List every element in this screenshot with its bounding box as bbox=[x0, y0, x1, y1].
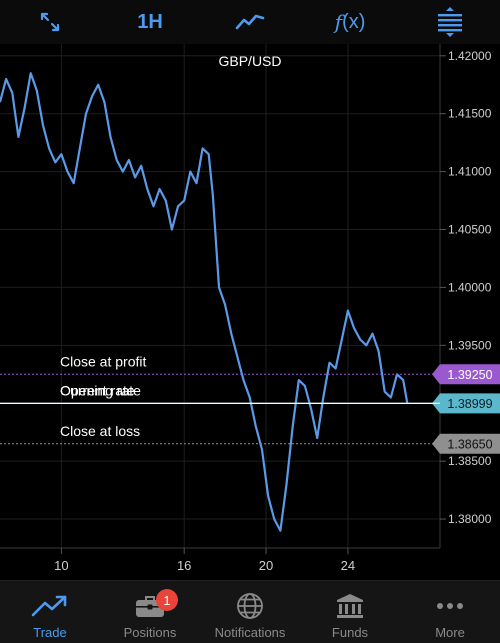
order-book-button[interactable] bbox=[420, 2, 480, 42]
y-tick-label: 1.40500 bbox=[448, 223, 492, 237]
function-glyph: f bbox=[334, 10, 343, 34]
close-at-profit-price-value: 1.39250 bbox=[447, 368, 492, 382]
opening-rate-label: Opening rate bbox=[60, 382, 141, 398]
opening-rate-price-value: 1.38999 bbox=[447, 397, 492, 411]
close-at-loss-label: Close at loss bbox=[60, 423, 140, 439]
bottom-tab-bar: Trade 1 Positions Notifications bbox=[0, 580, 500, 643]
opening-rate-price-tag: 1.38999 bbox=[432, 393, 500, 414]
close-at-loss-price-value: 1.38650 bbox=[447, 437, 492, 451]
close-at-profit-price-tag: 1.39250 bbox=[432, 364, 500, 385]
x-tick-label: 10 bbox=[54, 558, 68, 573]
function-label: (x) bbox=[342, 10, 366, 33]
tab-notifications[interactable]: Notifications bbox=[200, 581, 300, 643]
trend-icon bbox=[31, 595, 67, 617]
x-tick-label: 16 bbox=[177, 558, 191, 573]
x-axis-ticks: 10 16 20 24 bbox=[54, 548, 355, 573]
expand-icon bbox=[40, 12, 60, 32]
tab-more[interactable]: More bbox=[400, 581, 500, 643]
tab-funds[interactable]: Funds bbox=[300, 581, 400, 643]
tab-more-label: More bbox=[435, 625, 465, 640]
level-lines: Close at profit 1.39250 Opening rate 1.3899… bbox=[0, 353, 500, 454]
current-rate-label: Current rate bbox=[60, 382, 135, 398]
x-tick-label: 24 bbox=[341, 558, 355, 573]
x-tick-label: 20 bbox=[259, 558, 273, 573]
tab-trade[interactable]: Trade bbox=[0, 581, 100, 643]
chart-toolbar: 1H f (x) bbox=[0, 0, 500, 44]
timeframe-button[interactable]: 1H bbox=[120, 2, 180, 42]
positions-badge: 1 bbox=[156, 589, 178, 611]
chart-title: GBP/USD bbox=[218, 53, 281, 69]
sort-lines-icon bbox=[438, 7, 462, 37]
tab-notifications-label: Notifications bbox=[214, 625, 286, 640]
expand-button[interactable] bbox=[20, 2, 80, 42]
y-tick-label: 1.40000 bbox=[448, 280, 492, 294]
y-tick-label: 1.41500 bbox=[448, 107, 492, 121]
chart-type-button[interactable] bbox=[220, 2, 280, 42]
line-chart-icon bbox=[235, 14, 265, 30]
tab-positions[interactable]: 1 Positions bbox=[100, 581, 200, 643]
globe-icon bbox=[237, 593, 263, 619]
y-tick-label: 1.42000 bbox=[448, 49, 492, 63]
y-tick-label: 1.38000 bbox=[448, 512, 492, 526]
tab-positions-label: Positions bbox=[123, 625, 177, 640]
y-tick-label: 1.41000 bbox=[448, 165, 492, 179]
tab-funds-label: Funds bbox=[331, 625, 369, 640]
y-axis-ticks: 1.42000 1.41500 1.41000 1.40500 1.40000 1.395… bbox=[440, 49, 492, 526]
tab-trade-label: Trade bbox=[33, 625, 67, 640]
timeframe-label: 1H bbox=[137, 10, 163, 33]
close-at-loss-price-tag: 1.38650 bbox=[432, 433, 500, 454]
chart-grid bbox=[0, 44, 440, 548]
close-at-profit-label: Close at profit bbox=[60, 353, 146, 369]
indicators-button[interactable]: f (x) bbox=[320, 2, 380, 42]
y-tick-label: 1.38500 bbox=[448, 454, 492, 468]
price-series-line bbox=[0, 72, 409, 532]
y-tick-label: 1.39500 bbox=[448, 338, 492, 352]
more-dots-icon bbox=[437, 603, 463, 609]
bank-icon bbox=[337, 594, 363, 618]
price-chart[interactable]: GBP/USD 1.42000 1.41500 1.41000 1.40500 1.40… bbox=[0, 44, 500, 580]
